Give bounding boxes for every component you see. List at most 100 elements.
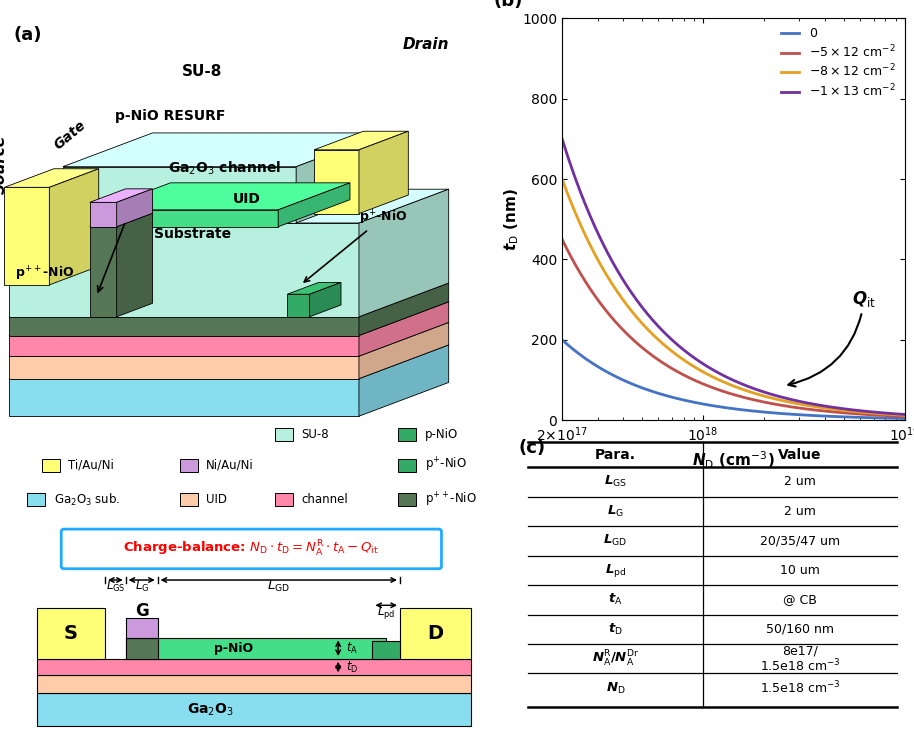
FancyBboxPatch shape [61, 529, 441, 569]
Polygon shape [5, 187, 49, 285]
Text: 20/35/47 um: 20/35/47 um [760, 534, 840, 548]
Polygon shape [9, 335, 359, 356]
Text: 2 um: 2 um [784, 475, 816, 489]
Polygon shape [99, 183, 350, 210]
Polygon shape [9, 283, 449, 317]
Polygon shape [314, 131, 409, 150]
Bar [37, 608, 105, 659]
Text: D: D [428, 624, 443, 643]
Bar [37, 659, 471, 675]
Text: Source: Source [0, 135, 7, 195]
Text: $L_{\mathrm{GS}}$: $L_{\mathrm{GS}}$ [106, 579, 125, 593]
$-8\times$12 cm$^{-2}$ [814, 403, 825, 412]
$-5\times$12 cm$^{-2}$ [814, 406, 825, 415]
Polygon shape [9, 356, 359, 379]
Text: $\boldsymbol{L}_{\mathrm{G}}$: $\boldsymbol{L}_{\mathrm{G}}$ [607, 504, 624, 519]
Polygon shape [287, 282, 341, 294]
Bar [274, 427, 292, 441]
Polygon shape [49, 169, 99, 285]
Text: (b): (b) [494, 0, 523, 10]
Text: $\boldsymbol{L}_{\mathrm{GD}}$: $\boldsymbol{L}_{\mathrm{GD}}$ [603, 534, 628, 548]
Text: p$^{+}$-NiO: p$^{+}$-NiO [425, 456, 466, 475]
0 [557, 335, 568, 344]
Polygon shape [99, 210, 278, 227]
Text: Gate: Gate [51, 118, 88, 152]
$-1\times$13 cm$^{-2}$ [617, 275, 628, 284]
Text: $t_{\mathrm{A}}$: $t_{\mathrm{A}}$ [346, 640, 358, 656]
Text: UID: UID [233, 192, 260, 206]
0 [899, 414, 910, 423]
Polygon shape [90, 189, 153, 203]
Text: SU-8: SU-8 [182, 63, 222, 79]
Polygon shape [5, 169, 99, 187]
Text: Ga$_2$O$_3$ sub.: Ga$_2$O$_3$ sub. [54, 492, 121, 508]
$-1\times$13 cm$^{-2}$ [557, 135, 568, 144]
0 [644, 386, 655, 395]
0 [712, 402, 723, 411]
0 [814, 411, 825, 420]
Text: $\boldsymbol{L}_{\mathrm{GS}}$: $\boldsymbol{L}_{\mathrm{GS}}$ [604, 475, 627, 489]
Text: Ni/Au/Ni: Ni/Au/Ni [207, 458, 254, 472]
Text: $\boldsymbol{N}_{\mathrm{A}}^{\mathrm{R}}$/$\boldsymbol{N}_{\mathrm{A}}^{\mathrm: $\boldsymbol{N}_{\mathrm{A}}^{\mathrm{R}… [592, 649, 639, 668]
Y-axis label: $\boldsymbol{t}_{\mathrm{D}}$ (nm): $\boldsymbol{t}_{\mathrm{D}}$ (nm) [502, 188, 521, 251]
Bar [37, 675, 471, 693]
Text: p$^{++}$-NiO: p$^{++}$-NiO [16, 265, 75, 283]
Bar [125, 638, 386, 659]
Text: Charge-balance: $N_\mathrm{D}\cdot t_\mathrm{D}= N_\mathrm{A}^\mathrm{R}\cdot t_: Charge-balance: $N_\mathrm{D}\cdot t_\ma… [123, 539, 379, 559]
$-5\times$12 cm$^{-2}$ [785, 402, 796, 411]
$-5\times$12 cm$^{-2}$ [759, 398, 770, 407]
Bar [373, 641, 400, 659]
Polygon shape [9, 379, 359, 416]
Text: $L_{\mathrm{GD}}$: $L_{\mathrm{GD}}$ [267, 579, 291, 593]
Text: @ CB: @ CB [783, 593, 817, 607]
Text: p$^{+}$-NiO: p$^{+}$-NiO [304, 208, 408, 282]
Bar [399, 427, 416, 441]
Text: (c): (c) [518, 439, 546, 457]
Bar [399, 458, 416, 472]
Polygon shape [63, 133, 386, 167]
Text: (a): (a) [14, 26, 42, 44]
Polygon shape [287, 294, 310, 317]
$-1\times$13 cm$^{-2}$ [644, 312, 655, 321]
Polygon shape [359, 283, 449, 335]
Polygon shape [90, 203, 117, 227]
Text: 8e17/: 8e17/ [782, 645, 818, 658]
Text: p-NiO: p-NiO [425, 427, 458, 441]
Text: Ga$_2$O$_3$ channel: Ga$_2$O$_3$ channel [168, 160, 281, 178]
Text: $\boldsymbol{t}_{\mathrm{A}}$: $\boldsymbol{t}_{\mathrm{A}}$ [608, 593, 622, 607]
Polygon shape [359, 301, 449, 356]
Text: 2 um: 2 um [784, 505, 816, 518]
Bar [179, 493, 197, 506]
$-1\times$13 cm$^{-2}$ [814, 401, 825, 410]
Text: channel: channel [302, 493, 348, 506]
Text: UID: UID [207, 493, 227, 506]
Polygon shape [63, 167, 296, 223]
Text: Drain: Drain [403, 38, 450, 52]
Text: SU-8: SU-8 [302, 427, 329, 441]
Polygon shape [359, 131, 409, 214]
Bar [42, 458, 59, 472]
$-5\times$12 cm$^{-2}$ [644, 349, 655, 358]
Polygon shape [117, 213, 153, 317]
Polygon shape [359, 345, 449, 416]
Text: $L_{\mathrm{G}}$: $L_{\mathrm{G}}$ [134, 579, 149, 593]
Legend: 0, $-5\times$12 cm$^{-2}$, $-8\times$12 cm$^{-2}$, $-1\times$13 cm$^{-2}$: 0, $-5\times$12 cm$^{-2}$, $-8\times$12 … [778, 24, 898, 102]
0 [759, 408, 770, 416]
Text: G: G [134, 602, 149, 620]
Text: p$^{++}$-NiO: p$^{++}$-NiO [425, 490, 476, 509]
Text: $\boldsymbol{L}_{\mathrm{pd}}$: $\boldsymbol{L}_{\mathrm{pd}}$ [605, 562, 626, 579]
Bar [400, 608, 471, 659]
Polygon shape [9, 189, 449, 223]
Text: Para.: Para. [595, 448, 636, 462]
Text: 50/160 nm: 50/160 nm [766, 623, 834, 636]
X-axis label: $\boldsymbol{N}_{\mathrm{D}}$ (cm$^{-3}$): $\boldsymbol{N}_{\mathrm{D}}$ (cm$^{-3}$… [692, 449, 775, 470]
Line: $-1\times$13 cm$^{-2}$: $-1\times$13 cm$^{-2}$ [562, 139, 905, 414]
$-8\times$12 cm$^{-2}$ [899, 411, 910, 419]
Line: 0: 0 [562, 340, 905, 419]
Polygon shape [9, 345, 449, 379]
Polygon shape [9, 317, 359, 335]
$-8\times$12 cm$^{-2}$ [785, 398, 796, 407]
Text: S: S [64, 624, 78, 643]
Text: Ga$_2$O$_3$: Ga$_2$O$_3$ [186, 701, 234, 718]
Polygon shape [90, 213, 153, 227]
